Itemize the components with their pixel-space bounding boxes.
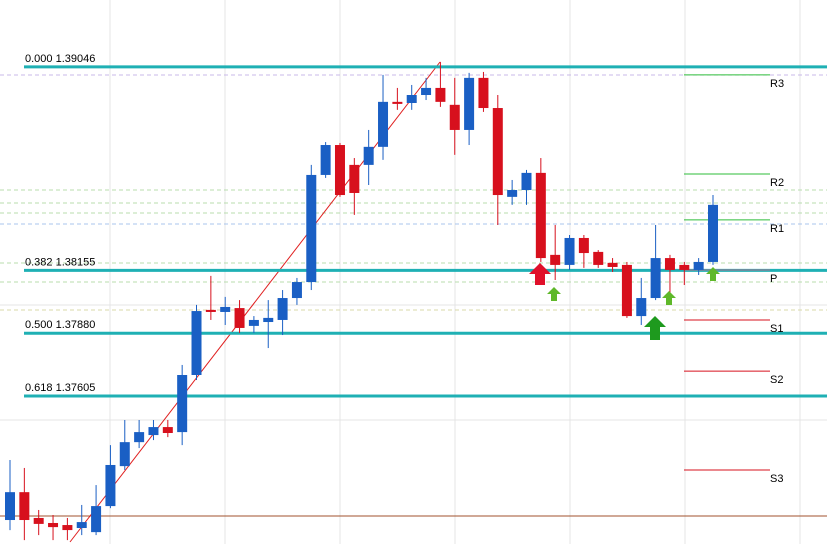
candle-body [564,237,575,265]
candle-body [449,104,460,130]
pivot-label: S2 [770,374,783,386]
candle-body [263,317,274,323]
candle-body [177,374,188,433]
arrow-up [662,291,676,305]
pivot-label: P [770,273,777,285]
candle-body [708,204,718,262]
candle-body [593,251,604,265]
candle-body [392,101,403,104]
pivot-label: R1 [770,223,784,235]
candle-body [5,492,15,521]
candle-body [464,77,475,130]
candle-body [521,172,532,191]
candle-body [507,190,518,197]
candle-body [76,522,87,529]
candle-body [234,308,245,328]
candle-body [435,87,446,102]
candle-body [19,492,30,521]
candle-body [91,506,102,533]
candle-body [636,298,647,317]
candle-body [349,164,360,193]
candle-body [621,264,632,317]
candle-body [162,427,173,434]
arrow-up [706,267,720,281]
candle-body [248,319,259,326]
candle-body [607,262,618,267]
pivot-label: R3 [770,78,784,90]
candle-body [306,174,317,283]
candle-body [62,525,73,531]
fibo-label: 0.000 1.39046 [25,53,95,65]
candle-body [679,264,690,270]
fibo-label: 0.500 1.37880 [25,319,95,331]
candle-body [220,306,231,312]
candle-body [134,432,145,443]
candle-body [650,258,661,299]
pivot-label: S3 [770,473,783,485]
arrow-up [529,263,551,285]
candle-body [334,145,345,196]
candle-body [191,311,202,375]
candle-body [406,95,417,103]
candle-body [378,101,389,147]
candle-body [535,172,546,259]
candle-body [478,77,489,109]
candle-body [363,146,374,165]
candle-body [664,258,675,270]
pivot-label: R2 [770,177,784,189]
candle-body [105,464,116,507]
arrow-up [547,287,561,301]
fibo-label: 0.618 1.37605 [25,382,95,394]
candle-body [277,298,288,320]
candle-body [320,145,331,175]
candle-body [48,522,59,528]
fibo-label: 0.382 1.38155 [25,256,95,268]
levels: 0.000 1.39046 0.382 1.38155 0.500 1.37880 0… [24,53,827,485]
candle-body [693,261,704,270]
candle-body [492,108,503,196]
arrow-up [644,316,666,340]
signal-arrows [529,263,720,340]
candle-body [33,517,44,524]
candles [5,61,718,541]
candle-body [291,282,302,299]
candle-body [550,254,561,265]
candle-body [119,442,130,467]
candle-body [578,237,589,254]
pivot-label: S1 [770,323,783,335]
candle-body [421,87,432,96]
candle-body [205,309,216,312]
candle-body [148,427,159,436]
